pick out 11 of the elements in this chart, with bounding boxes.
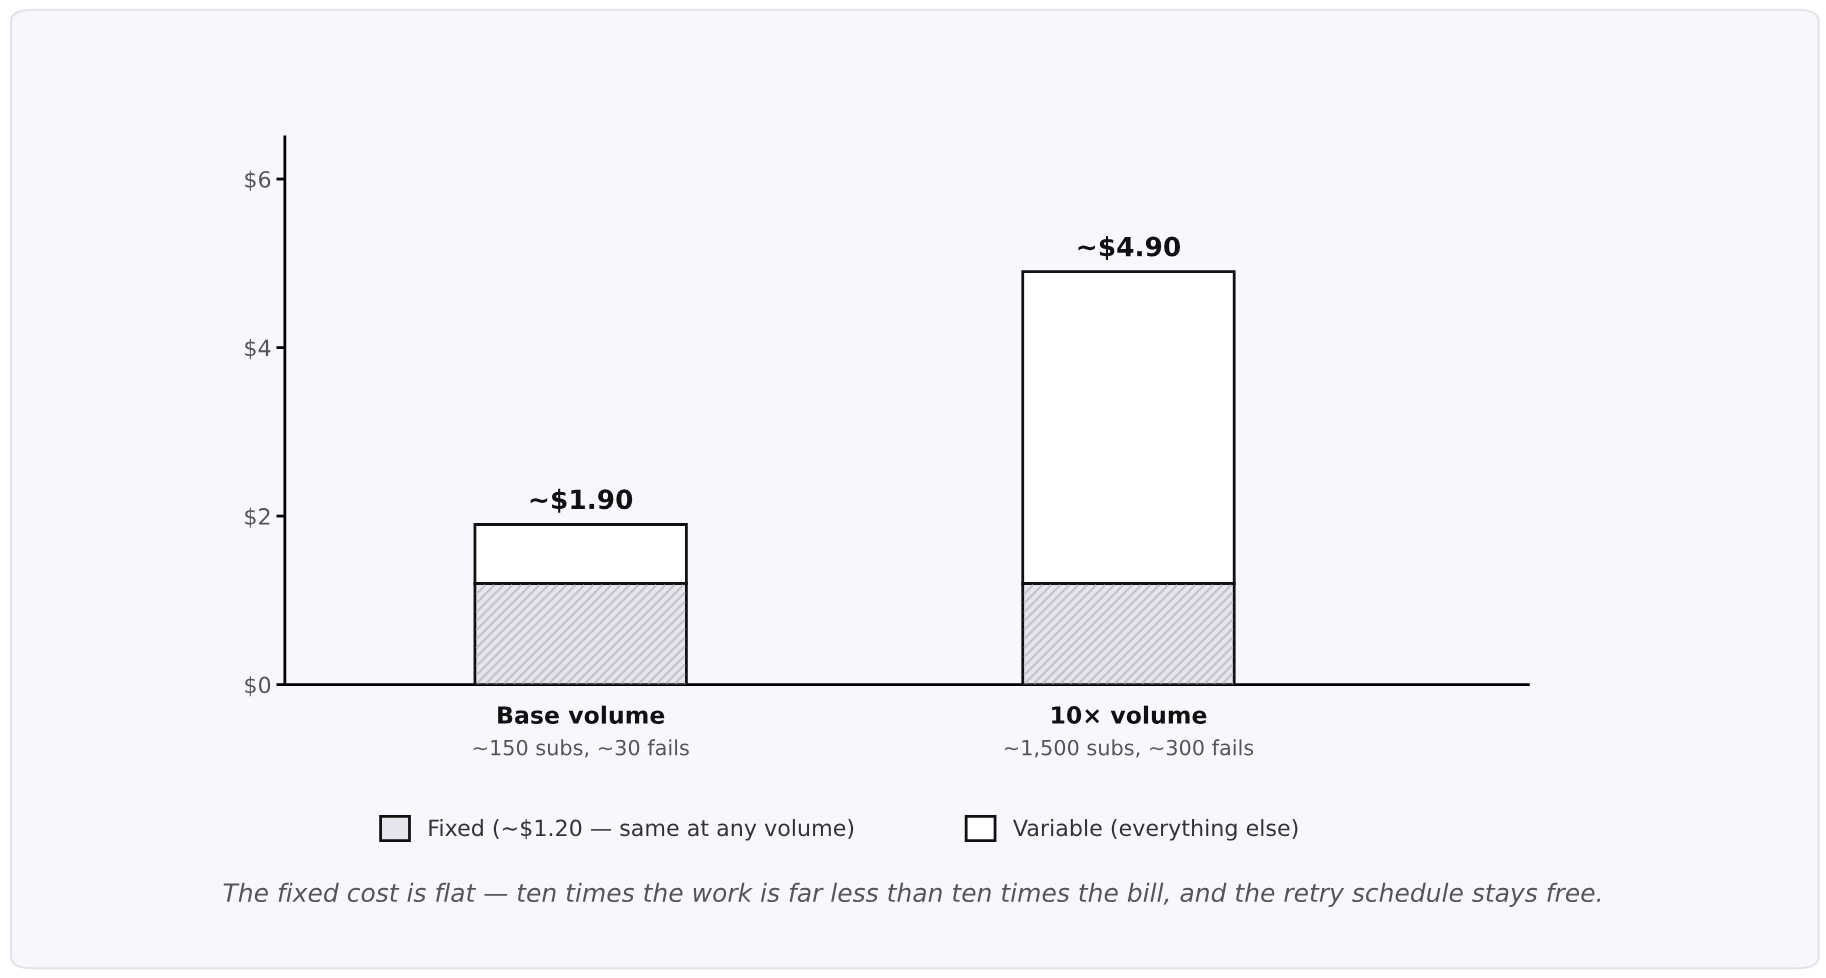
y-tick-label: $4	[245, 339, 271, 360]
total-label: ~$4.90	[1078, 236, 1180, 261]
text: The fixed cost is flat — ten times the work is far less than ten times the bill, and the retry schedule stays free.	[223, 882, 1601, 907]
y-tick-label: $2	[245, 507, 270, 528]
y-tick-label: $6	[245, 170, 271, 191]
y-tick-label: $0	[245, 676, 271, 697]
x-tick-label: Base volume ~150 subs, ~30 fails	[473, 705, 689, 758]
total-label: ~$1.90	[530, 488, 633, 513]
legend-label: Variable (everything else)	[1013, 819, 1298, 841]
legend-label: Fixed (~$1.20 — same at any volume)	[429, 819, 854, 841]
x-tick-label: 10× volume ~1,500 subs, ~300 fails	[1004, 705, 1254, 758]
